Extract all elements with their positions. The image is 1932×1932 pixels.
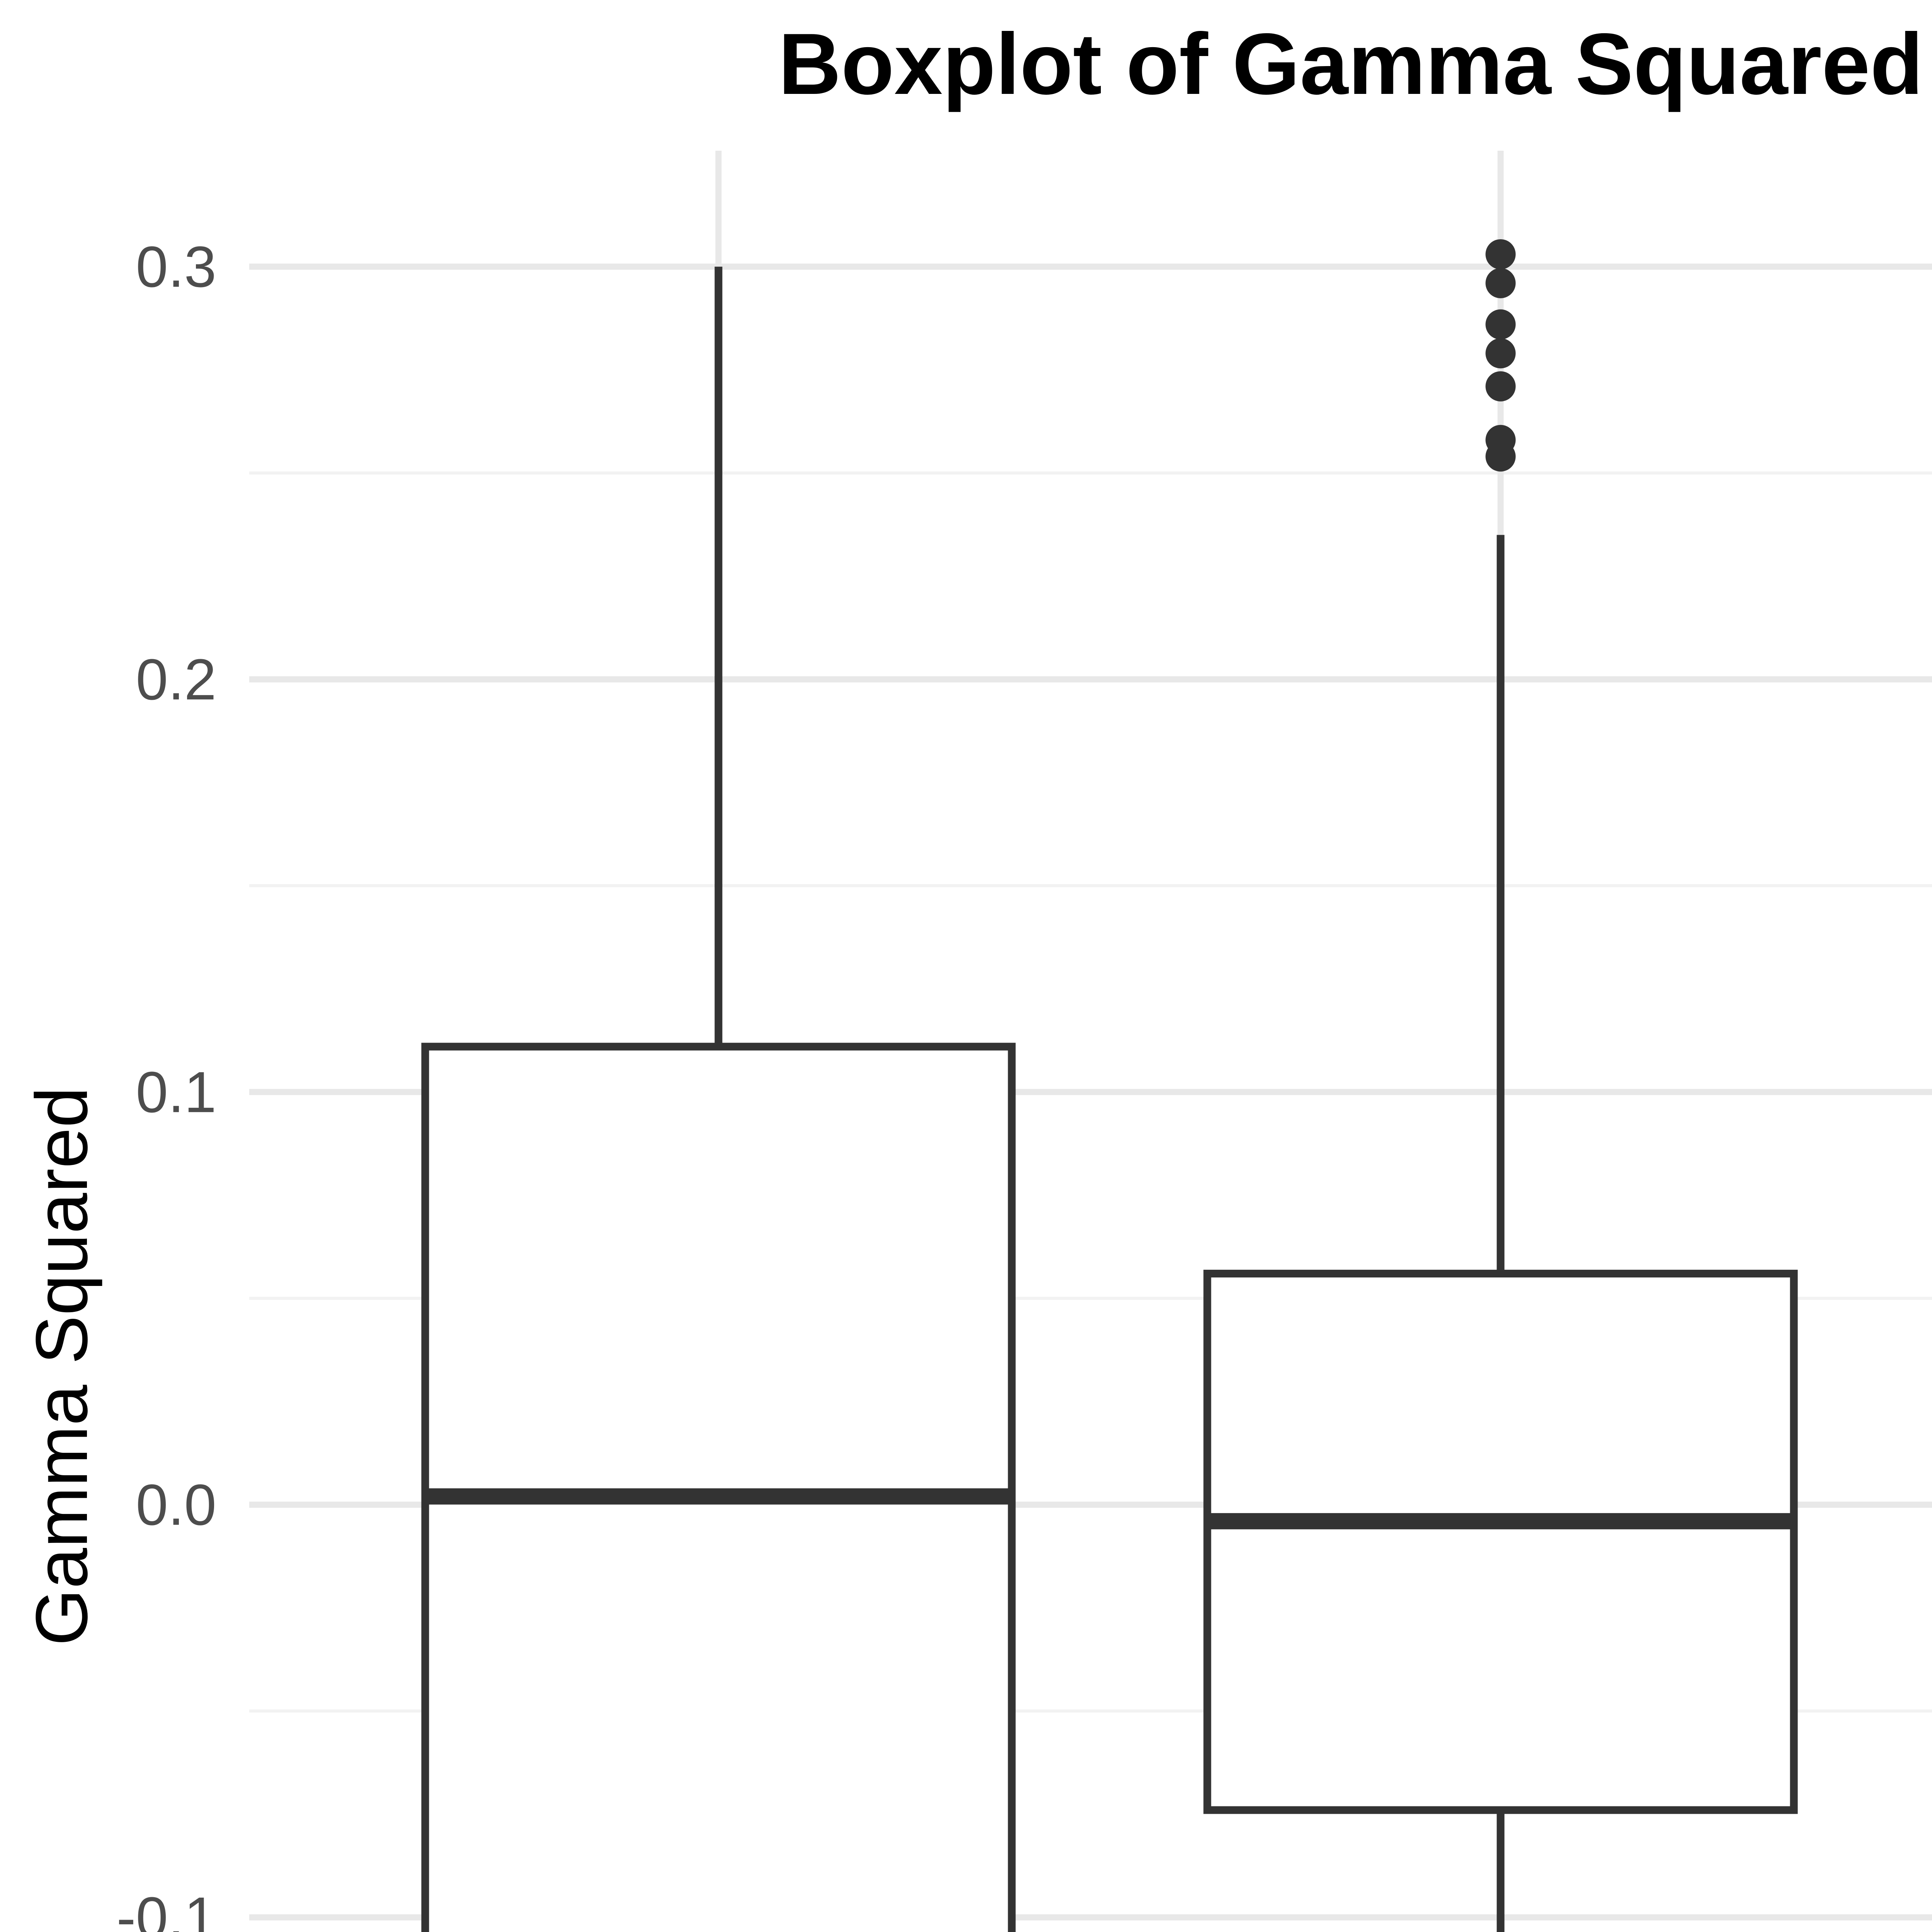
outlier-point (1485, 371, 1516, 401)
outlier-point (1485, 309, 1516, 340)
outlier-point (1485, 441, 1516, 472)
y-tick-label: 0.2 (136, 647, 216, 712)
y-tick-label: 0.1 (136, 1060, 216, 1124)
y-tick-label: 0.0 (136, 1472, 216, 1537)
outlier-point (1485, 239, 1516, 270)
plot-title: Boxplot of Gamma Squared Values (778, 15, 1932, 112)
box-iqr (1203, 1270, 1798, 1814)
outlier-point (1485, 338, 1516, 369)
outlier-point (1485, 268, 1516, 298)
y-tick-label: 0.3 (136, 234, 216, 299)
y-tick-label: -0.1 (117, 1885, 216, 1932)
